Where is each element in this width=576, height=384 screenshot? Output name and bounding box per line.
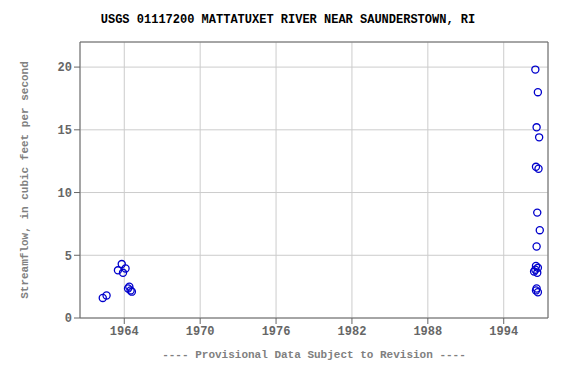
svg-text:1970: 1970 bbox=[186, 325, 215, 339]
svg-text:5: 5 bbox=[65, 250, 72, 264]
svg-text:1982: 1982 bbox=[338, 325, 367, 339]
svg-text:Streamflow, in cubic feet per: Streamflow, in cubic feet per second bbox=[19, 61, 31, 299]
svg-text:1964: 1964 bbox=[110, 325, 139, 339]
html-text:USGS 01117200 MATTATUXET RIVER: USGS 01117200 MATTATUXET RIVER NEAR SAUN… bbox=[100, 13, 476, 27]
svg-text:1976: 1976 bbox=[262, 325, 291, 339]
svg-text:1994: 1994 bbox=[489, 325, 518, 339]
svg-text:15: 15 bbox=[58, 124, 72, 138]
svg-text:1988: 1988 bbox=[413, 325, 442, 339]
svg-text:10: 10 bbox=[58, 187, 72, 201]
svg-text:0: 0 bbox=[65, 312, 72, 326]
svg-text:---- Provisional Data Subject: ---- Provisional Data Subject to Revisio… bbox=[162, 349, 466, 361]
svg-text:20: 20 bbox=[58, 61, 72, 75]
